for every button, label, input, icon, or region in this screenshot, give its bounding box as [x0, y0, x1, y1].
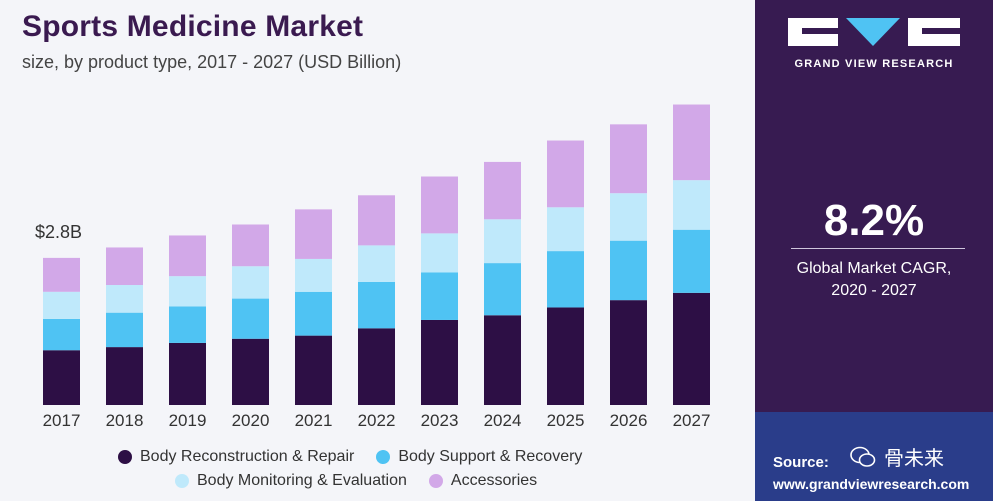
bar-segment-2023-4 [421, 176, 458, 234]
x-tick-label: 2026 [610, 411, 648, 430]
bar-segment-2021-3 [295, 258, 332, 292]
bar-segment-2020-1 [232, 338, 269, 405]
summary-panel: GRAND VIEW RESEARCH 8.2% Global Market C… [755, 0, 993, 501]
wechat-watermark: 骨未来 [850, 442, 944, 471]
bar-segment-2019-2 [169, 306, 206, 343]
logo-notch [802, 28, 838, 34]
x-tick-label: 2021 [295, 411, 333, 430]
x-tick-label: 2023 [421, 411, 459, 430]
bar-segment-2025-1 [547, 307, 584, 405]
source-label: Source: [773, 454, 829, 471]
legend-item: Body Reconstruction & Repair [118, 448, 354, 466]
stacked-bar-chart: 2017 $2.8B 2018 2019 2020 2021 2022 2023 2024 202… [35, 104, 711, 430]
bar-segment-2018-1 [106, 347, 143, 405]
source-url[interactable]: www.grandviewresearch.com [773, 476, 970, 492]
bar-segment-2026-3 [610, 193, 647, 241]
x-tick-label: 2018 [106, 411, 144, 430]
legend-item: Body Monitoring & Evaluation [175, 472, 407, 490]
bubble [858, 452, 876, 467]
cagr-label-line: Global Market CAGR, [796, 260, 952, 277]
bar-segment-2024-3 [484, 219, 521, 264]
legend-swatch [428, 474, 443, 488]
legend-label: Body Reconstruction & Repair [140, 448, 355, 465]
bar-segment-2023-1 [421, 319, 458, 405]
legend-row-2: Body Monitoring & Evaluation Accessories [175, 472, 559, 490]
gvr-logo [788, 18, 960, 46]
cagr-label: Global Market CAGR, 2020 - 2027 [755, 258, 993, 302]
bar-segment-2022-4 [358, 195, 395, 246]
divider [791, 248, 965, 249]
source-box: Source: 骨未来 www.grandviewresearch.com [755, 412, 993, 501]
bar-segment-2017-2 [43, 318, 80, 351]
chart-panel: Sports Medicine Market size, by product … [0, 0, 755, 501]
legend-item: Body Support & Recovery [376, 448, 582, 466]
bar-segment-2027-3 [673, 180, 710, 230]
bar-segment-2022-3 [358, 245, 395, 282]
legend-label: Accessories [450, 472, 538, 489]
cagr-label-line: 2020 - 2027 [831, 282, 917, 299]
bar-segment-2026-2 [610, 240, 647, 301]
bar-segment-2020-4 [232, 224, 269, 267]
legend-swatch [118, 450, 132, 464]
bar-segment-2017-1 [43, 350, 80, 405]
bar-segment-2022-2 [358, 281, 395, 329]
bar-segment-2020-2 [232, 298, 269, 339]
bar-segment-2018-2 [106, 312, 143, 348]
logo-triangle-v [846, 18, 900, 46]
bar-segment-2025-3 [547, 207, 584, 252]
legend-label: Body Monitoring & Evaluation [197, 472, 407, 489]
chart-subtitle: size, by product type, 2017 - 2027 (USD … [22, 52, 402, 72]
cagr-value: 8.2% [823, 196, 925, 245]
bar-segment-2025-2 [547, 251, 584, 308]
bar-segment-2026-1 [610, 300, 647, 405]
legend-item: Accessories [428, 472, 538, 490]
watermark-name: 骨未来 [884, 446, 944, 470]
legend-label: Body Support & Recovery [398, 448, 583, 465]
bar-segment-2027-4 [673, 104, 710, 181]
chart-title: Sports Medicine Market [22, 10, 364, 43]
x-tick-label: 2019 [169, 411, 207, 430]
bar-segment-2023-3 [421, 233, 458, 273]
bar-segment-2027-2 [673, 229, 710, 293]
legend-row-1: Body Reconstruction & Repair Body Suppor… [118, 448, 604, 466]
bar-segment-2021-4 [295, 209, 332, 259]
bar-segment-2022-1 [358, 328, 395, 405]
x-tick-label: 2024 [484, 411, 522, 430]
bar-segment-2018-3 [106, 285, 143, 313]
bar-segment-2021-1 [295, 335, 332, 405]
bar-segment-2021-2 [295, 291, 332, 336]
wechat-icon [850, 446, 876, 467]
x-tick-label: 2017 [43, 411, 81, 430]
total-annotation: $2.8B [35, 222, 82, 242]
bar-segment-2017-3 [43, 291, 80, 319]
bar-segment-2025-4 [547, 140, 584, 208]
bar-segment-2024-2 [484, 263, 521, 316]
x-tick-label: 2022 [358, 411, 396, 430]
x-tick-label: 2025 [547, 411, 585, 430]
bar-segment-2020-3 [232, 266, 269, 299]
brand-name: GRAND VIEW RESEARCH [794, 58, 954, 70]
bar-segment-2019-3 [169, 276, 206, 307]
bar-segment-2019-1 [169, 342, 206, 405]
bar-segment-2023-2 [421, 272, 458, 320]
x-tick-label: 2027 [673, 411, 711, 430]
legend-swatch [376, 450, 391, 464]
bar-segment-2026-4 [610, 124, 647, 194]
logo-notch [922, 28, 960, 34]
bar-segment-2024-1 [484, 315, 521, 405]
bar-segment-2027-1 [673, 292, 710, 405]
bar-segment-2018-4 [106, 247, 143, 286]
bar-segment-2019-4 [169, 235, 206, 277]
legend-swatch [175, 474, 189, 488]
x-tick-label: 2020 [232, 411, 270, 430]
bar-segment-2017-4 [43, 257, 80, 292]
bar-segment-2024-4 [484, 161, 521, 220]
